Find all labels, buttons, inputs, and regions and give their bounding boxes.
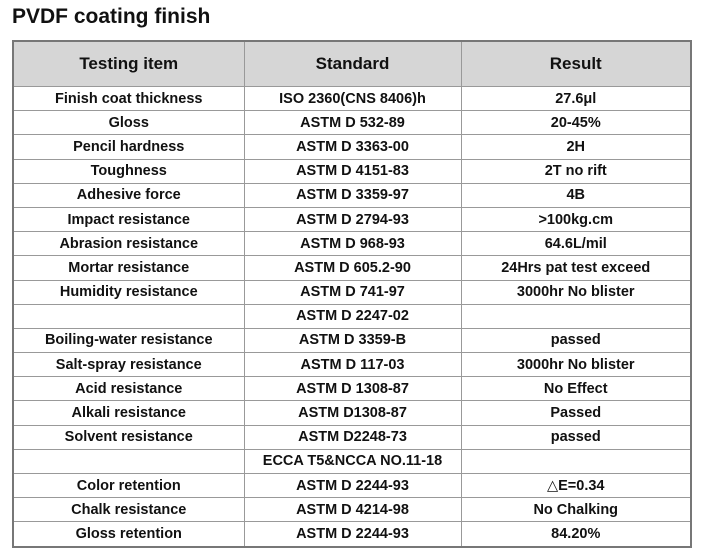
results-table: Testing item Standard Result Finish coat t…: [12, 40, 692, 548]
table-cell: ECCA T5&NCCA NO.11-18: [243, 448, 462, 475]
table-cell: [12, 448, 245, 475]
table-row: Humidity resistance ASTM D 741-97 3000hr N…: [12, 279, 692, 305]
table-cell: Solvent resistance: [12, 424, 245, 450]
page-title: PVDF coating finish: [12, 5, 211, 28]
table-cell: Adhesive force: [12, 182, 245, 208]
table-row: Pencil hardness ASTM D 3363-00 2H: [12, 134, 692, 160]
table-cell: ASTM D 4214-98: [243, 497, 462, 523]
table-cell: Chalk resistance: [12, 497, 245, 523]
table-cell: Impact resistance: [12, 206, 245, 233]
table-cell: ASTM D2248-73: [243, 424, 462, 450]
table-row: ECCA T5&NCCA NO.11-18: [12, 448, 692, 475]
table-row: ASTM D 2247-02: [12, 303, 692, 329]
table-cell: 3000hr No blister: [460, 352, 692, 378]
table-cell: [460, 448, 692, 475]
table-row: Abrasion resistance ASTM D 968-93 64.6L/mi…: [12, 231, 692, 257]
table-cell: 2H: [460, 134, 692, 160]
header-row: Testing item Standard Result: [12, 40, 692, 87]
table-cell: △E=0.34: [460, 472, 692, 499]
table-cell: 64.6L/mil: [460, 231, 692, 257]
table-cell: ASTM D 3359-B: [243, 327, 462, 354]
table-cell: >100kg.cm: [460, 206, 692, 233]
table-cell: ASTM D 741-97: [243, 279, 462, 305]
table-cell: Abrasion resistance: [12, 231, 245, 257]
table-cell: Toughness: [12, 158, 245, 184]
table-cell: ASTM D 2794-93: [243, 206, 462, 233]
table-cell: Gloss: [12, 110, 245, 136]
table-cell: 4B: [460, 182, 692, 208]
table-row: Finish coat thickness ISO 2360(CNS 8406)h…: [12, 85, 692, 112]
table-cell: [12, 303, 245, 329]
header-cell: Testing item: [12, 40, 245, 87]
table-row: Gloss retention ASTM D 2244-93 84.20%: [12, 521, 692, 548]
table-row: Solvent resistance ASTM D2248-73 passed: [12, 424, 692, 450]
table-cell: 84.20%: [460, 521, 692, 548]
table-cell: Passed: [460, 400, 692, 426]
table-row: Acid resistance ASTM D 1308-87 No Effect: [12, 376, 692, 402]
table-cell: 3000hr No blister: [460, 279, 692, 305]
table-cell: No Chalking: [460, 497, 692, 523]
table-row: Boiling-water resistance ASTM D 3359-B pas…: [12, 327, 692, 354]
table-cell: ASTM D 605.2-90: [243, 255, 462, 281]
table-cell: Humidity resistance: [12, 279, 245, 305]
header-cell: Standard: [243, 40, 462, 87]
table-row: Toughness ASTM D 4151-83 2T no rift: [12, 158, 692, 184]
table-cell: ASTM D1308-87: [243, 400, 462, 426]
table-cell: ASTM D 4151-83: [243, 158, 462, 184]
table-row: Mortar resistance ASTM D 605.2-90 24Hrs pa…: [12, 255, 692, 281]
table-row: Gloss ASTM D 532-89 20-45%: [12, 110, 692, 136]
table-cell: ASTM D 532-89: [243, 110, 462, 136]
table-cell: Pencil hardness: [12, 134, 245, 160]
table-cell: Gloss retention: [12, 521, 245, 548]
table-body: Finish coat thickness ISO 2360(CNS 8406)h…: [12, 85, 692, 548]
table-row: Chalk resistance ASTM D 4214-98 No Chalkin…: [12, 497, 692, 523]
table-cell: 2T no rift: [460, 158, 692, 184]
table-cell: ASTM D 1308-87: [243, 376, 462, 402]
table-cell: ISO 2360(CNS 8406)h: [243, 85, 462, 112]
table-cell: ASTM D 2244-93: [243, 521, 462, 548]
table-row: Alkali resistance ASTM D1308-87 Passed: [12, 400, 692, 426]
table-cell: passed: [460, 424, 692, 450]
table-cell: Finish coat thickness: [12, 85, 245, 112]
table-cell: 27.6μl: [460, 85, 692, 112]
table-cell: Mortar resistance: [12, 255, 245, 281]
table-row: Adhesive force ASTM D 3359-97 4B: [12, 182, 692, 208]
table-cell: passed: [460, 327, 692, 354]
table-cell: No Effect: [460, 376, 692, 402]
table-row: Impact resistance ASTM D 2794-93 >100kg.cm: [12, 206, 692, 233]
table-cell: [460, 303, 692, 329]
table-cell: 20-45%: [460, 110, 692, 136]
table-cell: Boiling-water resistance: [12, 327, 245, 354]
table-row: Color retention ASTM D 2244-93 △E=0.34: [12, 472, 692, 499]
table-cell: ASTM D 117-03: [243, 352, 462, 378]
table-cell: Salt-spray resistance: [12, 352, 245, 378]
table-cell: ASTM D 2247-02: [243, 303, 462, 329]
table-cell: Color retention: [12, 472, 245, 499]
header-cell: Result: [460, 40, 692, 87]
table-cell: 24Hrs pat test exceed: [460, 255, 692, 281]
table-cell: Acid resistance: [12, 376, 245, 402]
table-cell: ASTM D 3359-97: [243, 182, 462, 208]
table-row: Salt-spray resistance ASTM D 117-03 3000hr…: [12, 352, 692, 378]
table-cell: Alkali resistance: [12, 400, 245, 426]
table-cell: ASTM D 2244-93: [243, 472, 462, 499]
table-cell: ASTM D 968-93: [243, 231, 462, 257]
table-cell: ASTM D 3363-00: [243, 134, 462, 160]
